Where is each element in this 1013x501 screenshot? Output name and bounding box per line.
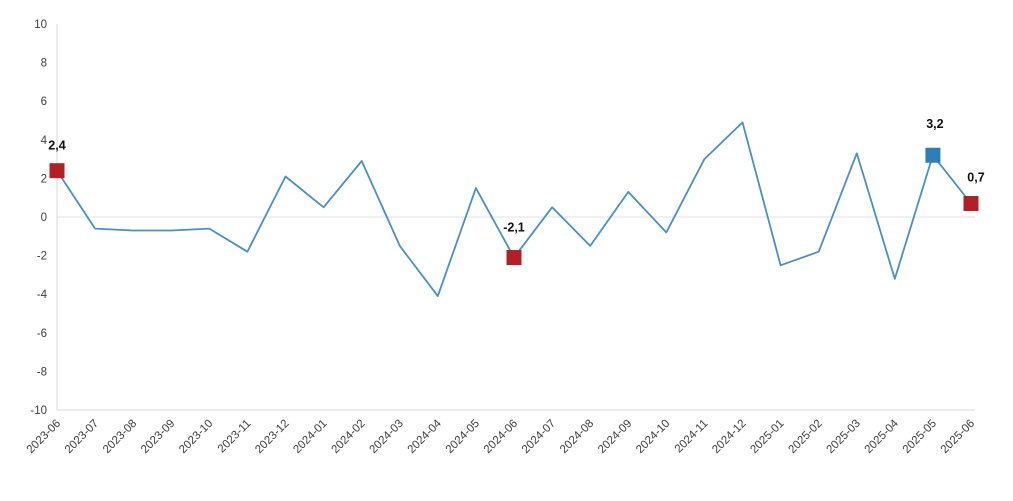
marker-2023-06 (49, 163, 65, 179)
x-tick-label: 2025-05 (901, 418, 939, 456)
x-tick-label: 2025-04 (863, 417, 902, 456)
data-label-2024-06: -2,1 (503, 221, 525, 235)
y-tick-label: -2 (37, 251, 47, 263)
y-tick-label: -6 (37, 328, 47, 340)
x-tick-label: 2023-12 (253, 418, 291, 456)
data-label-2025-05: 3,2 (926, 117, 943, 131)
x-tick-label: 2023-06 (25, 418, 63, 456)
x-tick-label: 2025-01 (748, 418, 786, 456)
data-label-2025-06: 0,7 (967, 170, 984, 184)
x-tick-label: 2024-08 (558, 418, 596, 456)
y-tick-label: 8 (41, 58, 47, 70)
x-tick-label: 2023-09 (139, 418, 177, 456)
x-tick-label: 2024-01 (291, 418, 329, 456)
x-tick-label: 2024-03 (368, 418, 406, 456)
x-tick-label: 2024-09 (596, 418, 634, 456)
x-tick-label: 2025-03 (825, 418, 863, 456)
y-tick-label: 10 (34, 19, 47, 31)
y-tick-label: 6 (41, 96, 47, 108)
data-label-2023-06: 2,4 (48, 139, 65, 153)
x-tick-label: 2024-06 (482, 418, 520, 456)
line-series (56, 121, 972, 298)
y-tick-label: -4 (37, 289, 48, 301)
y-tick-label: 4 (41, 135, 48, 147)
y-tick-label: -10 (30, 405, 47, 417)
x-tick-label: 2024-11 (673, 418, 711, 456)
y-tick-label: -8 (37, 366, 47, 378)
x-tick-label: 2025-02 (786, 418, 824, 456)
marker-2025-06 (963, 195, 979, 211)
x-tick-label: 2023-08 (101, 418, 139, 456)
y-tick-label: 2 (41, 173, 47, 185)
x-tick-label: 2023-10 (177, 418, 215, 456)
marker-2025-05 (925, 147, 941, 163)
x-tick-label: 2025-06 (939, 418, 977, 456)
x-tick-label: 2023-07 (63, 418, 101, 456)
marker-2024-06 (506, 250, 522, 266)
x-tick-label: 2024-10 (634, 418, 672, 456)
x-tick-label: 2024-04 (406, 417, 445, 456)
y-tick-label: 0 (41, 212, 47, 224)
x-tick-label: 2024-12 (710, 418, 748, 456)
x-tick-label: 2024-02 (329, 418, 367, 456)
x-tick-label: 2024-07 (520, 418, 558, 456)
x-tick-label: 2023-11 (216, 418, 254, 456)
x-tick-label: 2024-05 (444, 418, 482, 456)
